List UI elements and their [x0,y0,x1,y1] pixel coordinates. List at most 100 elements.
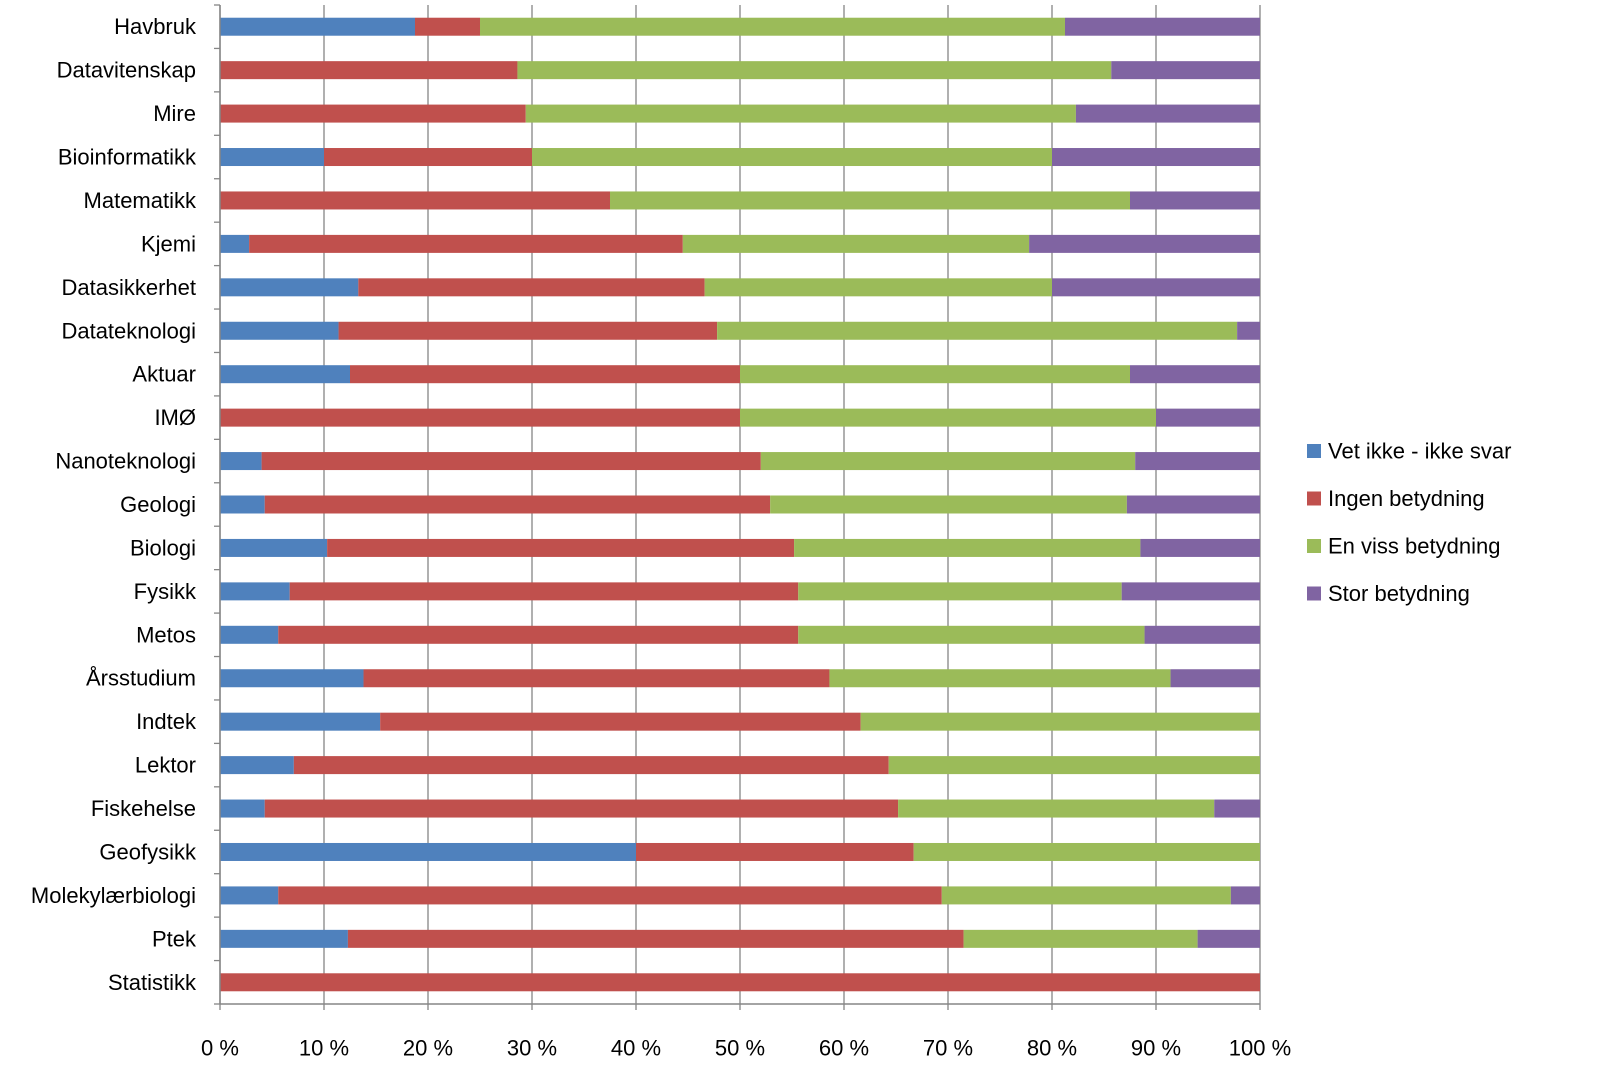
bar-segment [829,669,1171,688]
bar-segment [220,538,328,557]
bar-segment [525,104,1076,123]
x-tick-label: 20 % [403,1036,453,1061]
bar-segment [798,582,1122,601]
bars [220,17,1260,992]
bar-segment [350,365,740,384]
bar-segment [327,538,795,557]
bar-segment [220,582,290,601]
bar-segment [289,582,799,601]
bar-segment [220,234,250,253]
bar-segment [249,234,683,253]
bar-segment [220,148,324,167]
bar-segment [717,321,1238,340]
bar-segment [941,886,1231,905]
x-tick-label: 90 % [1131,1036,1181,1061]
bar-segment [1135,452,1260,471]
category-label: Datateknologi [61,318,196,343]
category-label: Bioinformatikk [58,145,197,170]
bar-segment [220,842,636,861]
legend-label: Vet ikke - ikke svar [1328,439,1511,464]
category-labels: Havbruk Datavitenskap Mire Bioinformatikk Ma… [31,14,197,995]
bar-segment [1140,538,1260,557]
bar-segment [220,365,350,384]
bar-segment [1197,929,1260,948]
bar-segment [1052,278,1260,297]
bar-segment [220,321,339,340]
bar-segment [610,191,1130,210]
bar-segment [1130,365,1260,384]
category-label: Aktuar [132,362,196,387]
category-label: Indtek [136,709,197,734]
bar-segment [636,842,914,861]
x-tick-labels: 0 % 10 % 20 % 30 % 40 % 50 % 60 % 70 % 80 % 90 % 1… [201,1036,1291,1061]
bar-segment [220,799,265,818]
bar-segment [293,756,889,775]
legend-item: En viss betydning [1307,534,1500,559]
category-label: Mire [153,101,196,126]
bar-segment [1126,495,1260,514]
bar-segment [278,886,942,905]
bar-segment [798,625,1145,644]
bar-segment [220,61,518,80]
x-tick-label: 10 % [299,1036,349,1061]
bar-segment [220,191,610,210]
category-label: Geofysikk [99,839,197,864]
category-label: Nanoteknologi [55,449,196,474]
legend-item: Vet ikke - ikke svar [1307,439,1511,464]
category-label: Havbruk [114,14,197,39]
legend-label: En viss betydning [1328,534,1500,559]
bar-segment [363,669,830,688]
bar-segment [220,929,348,948]
category-label: Geologi [120,492,196,517]
category-label: IMØ [154,405,196,430]
category-label: Statistikk [108,970,197,995]
axes [214,4,1261,1010]
x-tick-label: 80 % [1027,1036,1077,1061]
bar-segment [415,17,480,36]
category-label: Datasikkerhet [61,275,196,300]
bar-segment [1237,321,1260,340]
legend-swatch [1307,586,1321,601]
category-label: Datavitenskap [57,58,196,83]
bar-segment [220,17,415,36]
bar-segment [380,712,861,731]
bar-segment [324,148,532,167]
bar-segment [358,278,705,297]
category-label: Ptek [152,926,197,951]
bar-segment [261,452,761,471]
bar-segment [1052,148,1260,167]
legend-swatch [1307,491,1321,506]
category-label: Kjemi [141,231,196,256]
bar-segment [963,929,1198,948]
bar-segment [220,756,294,775]
bar-segment [1111,61,1260,80]
category-label: Årsstudium [86,666,196,691]
bar-segment [704,278,1052,297]
bar-segment [278,625,799,644]
category-label: Biologi [130,535,196,560]
bar-segment [220,625,279,644]
bar-segment [740,408,1156,427]
bar-segment [1214,799,1260,818]
bar-segment [220,452,262,471]
bar-segment [264,799,899,818]
bar-segment [338,321,718,340]
category-label: Molekylærbiologi [31,883,196,908]
legend-item: Stor betydning [1307,581,1470,606]
bar-segment [1121,582,1260,601]
bar-segment [888,756,1260,775]
x-tick-label: 40 % [611,1036,661,1061]
bar-segment [220,278,359,297]
legend-label: Stor betydning [1328,581,1470,606]
bar-segment [1065,17,1260,36]
bar-segment [1144,625,1260,644]
bar-segment [740,365,1130,384]
legend-item: Ingen betydning [1307,486,1485,511]
bar-segment [682,234,1030,253]
category-label: Metos [136,622,196,647]
bar-segment [480,17,1065,36]
bar-segment [913,842,1260,861]
category-label: Lektor [135,753,196,778]
bar-segment [220,973,1260,992]
